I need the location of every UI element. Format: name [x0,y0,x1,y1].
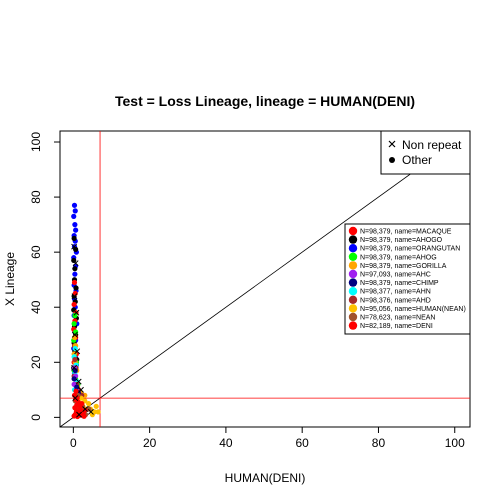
data-point-cross [71,331,78,338]
x-tick-label: 40 [219,436,233,450]
data-point [71,321,77,327]
legend-swatch [348,287,358,296]
data-point [72,208,78,214]
legend-swatch [348,226,358,236]
legend-swatch [348,252,358,261]
data-point-cross [78,386,84,393]
legend-entry: N=98,379, name=GORILLA [360,263,447,270]
legend-entry: N=98,376, name=AHD [360,297,431,304]
y-tick-label: 40 [29,300,43,314]
data-point [73,227,79,233]
data-point [72,356,78,363]
legend-swatch [348,295,358,304]
y-axis: 0 20 40 60 80 100 [29,132,60,421]
y-tick-label: 0 [29,414,43,421]
data-point [73,285,79,291]
data-point-cross [71,293,78,300]
data-point [71,301,77,308]
legend-label-non-repeat: Non repeat [402,138,462,152]
data-point [89,412,96,418]
data-point-cross [72,260,79,267]
x-tick-label: 20 [143,436,157,450]
y-tick-label: 60 [29,245,43,259]
data-point [71,213,77,219]
data-point-cross [72,395,79,402]
data-point [71,235,77,241]
x-tick-label: 60 [296,436,310,450]
y-tick-label: 80 [29,190,43,204]
data-point-cross [87,408,94,415]
data-point-cross [73,309,80,316]
marker-legend-box [380,130,471,175]
legend-entry: N=98,379, name=CHIMP [360,280,439,287]
x-axis-label: HUMAN(DENI) [225,471,306,485]
data-point [72,266,78,272]
legend-entry: N=97,093, name=AHC [360,272,431,279]
legend-swatch [348,269,358,279]
legend-entry: N=98,379, name=MACAQUE [360,229,452,236]
x-tick-label: 100 [445,436,465,450]
legend-entry: N=98,379, name=AHOGO [360,237,443,244]
marker-legend: Non repeat Other [380,130,471,175]
legend-entry: N=82,189, name=DENI [360,323,433,330]
legend-swatch [348,312,358,322]
data-point [82,407,88,413]
legend-swatch [348,278,358,287]
data-point [72,345,78,352]
data-point [95,409,101,415]
legend-label-other: Other [402,153,432,167]
data-point [72,312,78,319]
y-tick-label: 20 [29,355,43,369]
data-point-cross [82,406,89,413]
data-point [81,413,87,419]
legend-entry: N=78,623, name=NEAN [360,315,436,322]
legend-swatch [348,304,358,313]
data-point-cross [71,364,78,371]
x-axis: 0 20 40 60 80 100 [70,427,465,450]
data-point [73,388,79,394]
data-point-cross [74,348,81,355]
reference-lines [59,130,471,428]
data-point [74,384,80,390]
x-tick-label: 80 [372,436,386,450]
data-point-cross [76,411,83,418]
legend-dot-icon [389,157,395,163]
data-point [86,400,92,407]
legend-entry: N=95,056, name=HUMAN(NEAN) [360,306,466,313]
data-point [72,222,78,228]
data-point-cross [75,378,82,385]
data-point [71,376,77,382]
data-point [71,257,77,264]
legend-entry: N=98,379, name=ORANGUTAN [360,246,460,253]
series-legend-box [344,223,471,335]
data-point [79,400,85,407]
y-axis-label: X Lineage [3,252,17,306]
data-point [72,367,78,374]
legend-entry: N=98,379, name=AHOG [360,254,437,261]
data-point [71,202,78,208]
data-point-cross [71,243,78,250]
legend-swatch [348,261,358,270]
legend-swatch [348,321,358,330]
data-point [73,246,79,252]
data-point [93,403,99,409]
legend-cross-icon [388,140,396,148]
legend-swatch [348,244,358,253]
legend-entry: N=98,377, name=AHN [360,289,431,296]
scatter-points [71,202,101,420]
legend-swatch [348,235,358,244]
y-tick-label: 100 [29,132,43,152]
data-point [72,271,78,277]
chart-title: Test = Loss Lineage, lineage = HUMAN(DEN… [115,93,415,109]
data-point [71,279,78,286]
x-tick-label: 0 [70,436,77,450]
diagonal-line [59,130,471,428]
